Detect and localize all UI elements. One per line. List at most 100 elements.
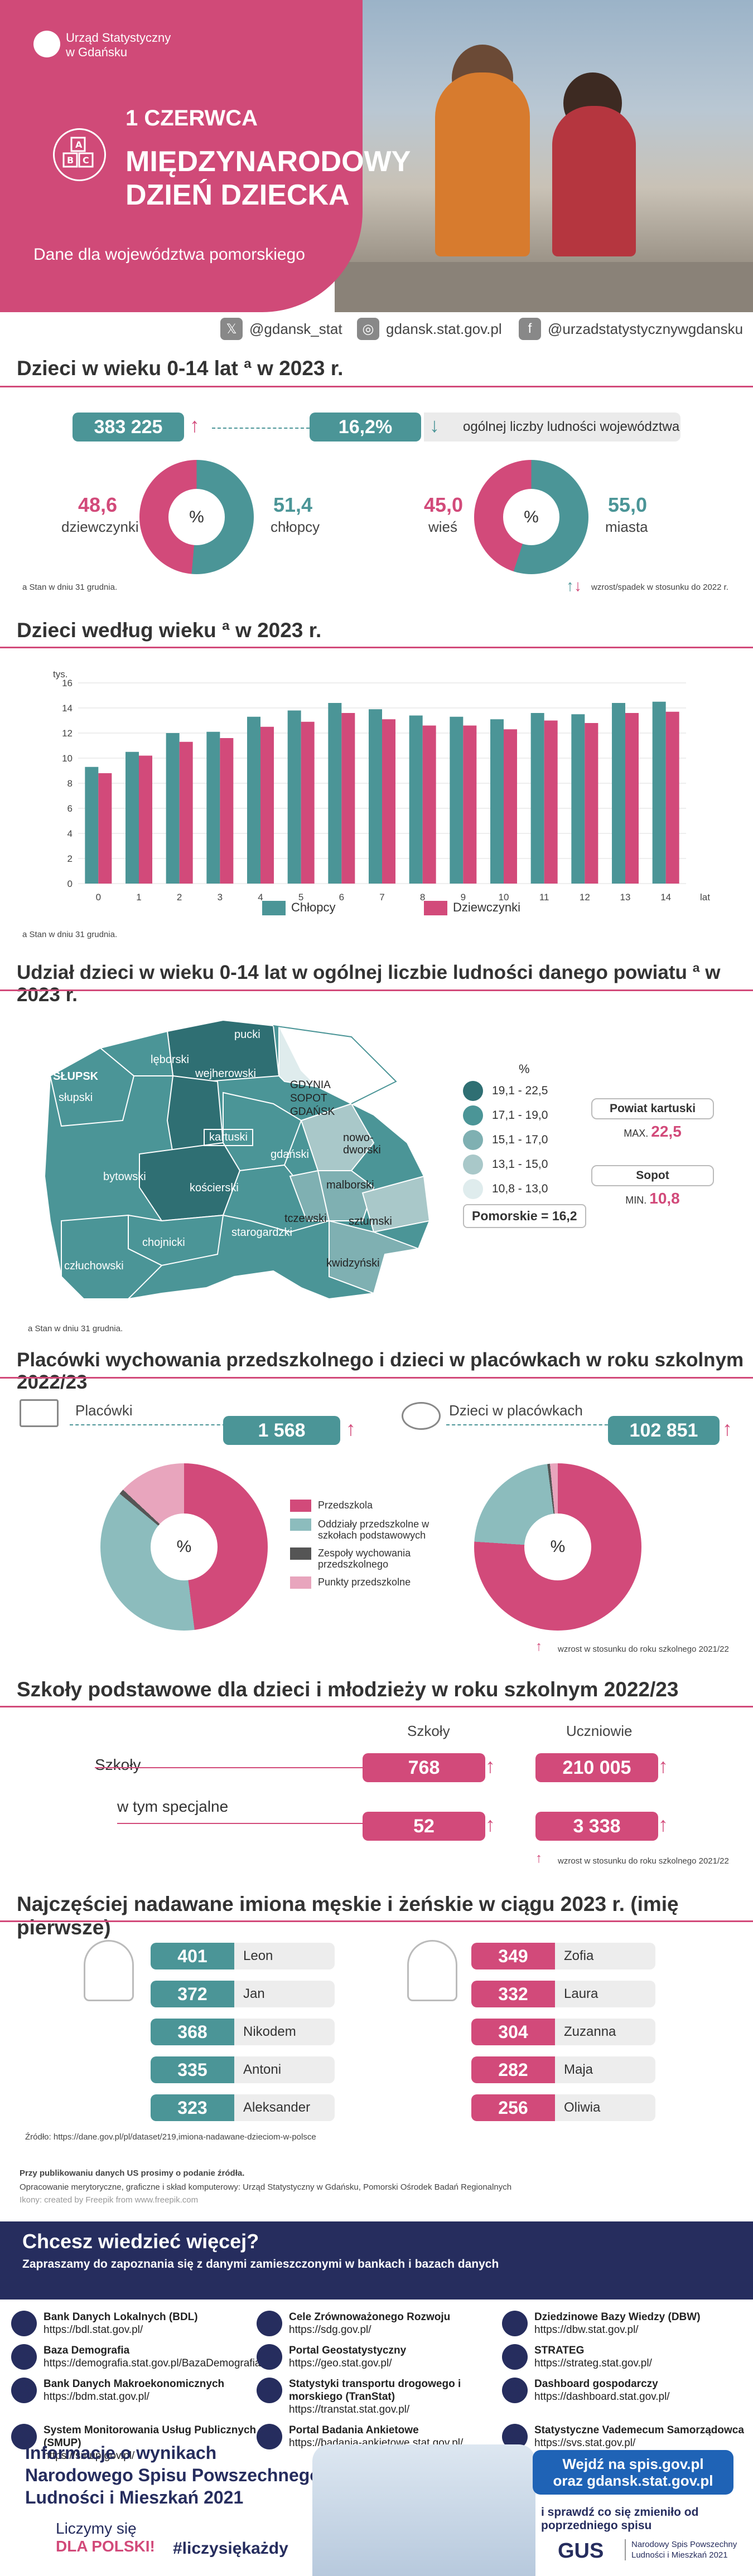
database-link[interactable]: Portal Geostatystyczny https://geo.stat.g…	[257, 2344, 502, 2370]
map-legend-item: 15,1 - 17,0	[463, 1128, 548, 1152]
database-link[interactable]: STRATEG https://strateg.stat.gov.pl/	[502, 2344, 747, 2370]
org-name: Urząd Statystyczny w Gdańsku	[66, 31, 171, 59]
database-link[interactable]: Bank Danych Makroekonomicznych https://bd…	[11, 2378, 257, 2416]
footer-note: Przy publikowaniu danych US prosimy o po…	[20, 2169, 245, 2178]
footnote: a Stan w dniu 31 grudnia.	[22, 930, 118, 939]
footnote: a Stan w dniu 31 grudnia.	[28, 1324, 123, 1333]
bar-girls	[665, 711, 679, 884]
web-link[interactable]: ◎ gdansk.stat.gov.pl	[357, 318, 502, 340]
arrow-legend: wzrost w stosunku do roku szkolnego 2021…	[558, 1644, 729, 1654]
source: Źródło: https://dane.gov.pl/pl/dataset/2…	[25, 2132, 316, 2142]
gender-donut-center: %	[168, 489, 225, 545]
date-title: 1 CZERWCA	[126, 106, 258, 130]
preschool-legend-item: Oddziały przedszkolne w szkołach podstaw…	[290, 1519, 457, 1541]
database-link[interactable]: Cele Zrównoważonego Rozwoju https://sdg.g…	[257, 2311, 502, 2336]
preschool-legend: Przedszkola Oddziały przedszkolne w szkoł…	[290, 1500, 457, 1595]
up-arrow-icon: ↑	[485, 1813, 495, 1836]
rural-label: wieś	[428, 518, 458, 535]
legend-swatch	[463, 1130, 483, 1150]
name-label: Leon	[234, 1943, 335, 1969]
legend-swatch	[463, 1081, 483, 1101]
name-label: Zofia	[555, 1943, 655, 1969]
database-link[interactable]: Baza Demografia https://demografia.stat.g…	[11, 2344, 264, 2370]
up-arrow-icon: ↑	[485, 1754, 495, 1777]
connector	[70, 1424, 231, 1425]
name-count: 368	[151, 2019, 234, 2045]
rural-pct: 45,0	[424, 493, 464, 516]
database-link[interactable]: Bank Danych Lokalnych (BDL) https://bdl.s…	[11, 2311, 257, 2336]
name-row: 368 Nikodem	[151, 2019, 335, 2045]
places-donut-center: %	[151, 1513, 218, 1580]
bar-boys	[126, 751, 139, 884]
name-count: 335	[151, 2056, 234, 2083]
name-row: 282 Maja	[471, 2056, 655, 2083]
up-arrow-icon: ↑	[658, 1754, 668, 1777]
twitter-link[interactable]: 𝕏 @gdansk_stat	[220, 318, 342, 340]
section-title-preschool: Placówki wychowania przedszkolnego i dzi…	[17, 1349, 744, 1393]
x-tick-label: 0	[96, 892, 101, 903]
region-kartuski: kartuski	[204, 1129, 253, 1146]
bar-boys	[287, 710, 301, 884]
x-tick-label: 2	[177, 892, 182, 903]
building-icon	[20, 1399, 59, 1427]
x-tick-label: 12	[580, 892, 590, 903]
up-down-arrow-icon: ↑↓	[566, 577, 582, 594]
database-link[interactable]: Statystyki transportu drogowego i morski…	[257, 2378, 502, 2416]
region-gdanski: gdański	[271, 1148, 309, 1161]
col-students: Uczniowie	[566, 1723, 633, 1739]
section-title-schools: Szkoły podstawowe dla dzieci i młodzieży…	[17, 1678, 679, 1701]
urban-pct: 55,0	[608, 493, 648, 516]
legend-swatch	[463, 1105, 483, 1126]
census-link[interactable]: Wejdź na spis.gov.pl oraz gdansk.stat.gov…	[533, 2450, 733, 2495]
child-girl	[552, 106, 636, 256]
x-tick-label: 1	[136, 892, 141, 903]
bar-boys	[328, 703, 342, 884]
x-icon: 𝕏	[220, 318, 243, 340]
bar-boys	[247, 716, 260, 884]
x-tick-label: 11	[539, 892, 549, 903]
bar-boys	[206, 731, 220, 884]
bar-boys	[571, 714, 585, 884]
legend-swatch	[290, 1576, 311, 1589]
census-info: Informacje o wynikach Narodowego Spisu Po…	[25, 2443, 321, 2507]
svg-text:B: B	[67, 155, 74, 166]
footnote: a Stan w dniu 31 grudnia.	[22, 583, 118, 592]
name-label: Oliwia	[555, 2094, 655, 2121]
name-count: 401	[151, 1943, 234, 1969]
hashtag: #liczysiękażdy	[173, 2539, 288, 2558]
legend-swatch	[262, 901, 286, 916]
map-legend-title: %	[519, 1062, 530, 1076]
bar-boys	[166, 733, 180, 884]
page-title: MIĘDZYNARODOWY DZIEŃ DZIECKA	[126, 145, 411, 211]
region-nowodworski: nowo-dworski	[343, 1132, 381, 1156]
more-subtitle: Zapraszamy do zapoznania się z danymi za…	[22, 2258, 499, 2271]
x-unit: lat	[700, 892, 710, 903]
legend-boys: Chłopcy	[262, 900, 335, 916]
name-count: 332	[471, 1981, 555, 2007]
connector	[117, 1823, 363, 1824]
pomorskie-map	[44, 1019, 431, 1300]
row-special: w tym specjalne	[117, 1798, 229, 1815]
preschool-legend-item: Zespoły wychowania przedszkolnego	[290, 1547, 457, 1570]
divider	[0, 989, 753, 991]
region-sztumski: sztumski	[349, 1215, 392, 1228]
up-arrow-icon: ↑	[346, 1417, 356, 1440]
up-arrow-icon: ↑	[535, 1851, 542, 1866]
bar-girls	[625, 713, 639, 884]
database-link[interactable]: Dziedzinowe Bazy Wiedzy (DBW) https://dbw…	[502, 2311, 747, 2336]
schools-count: 768	[363, 1753, 485, 1782]
bar-girls	[98, 773, 112, 884]
urban-label: miasta	[605, 518, 648, 535]
region-tricity: GDYNIA SOPOT GDAŃSK	[290, 1079, 335, 1118]
name-row: 372 Jan	[151, 1981, 335, 2007]
region-koscierski: kościerski	[190, 1182, 239, 1194]
name-label: Maja	[555, 2056, 655, 2083]
boy-names-list: 401 Leon 372 Jan 368 Nikodem 335 Antoni 323 Aleks…	[151, 1943, 335, 2132]
places-label: Placówki	[75, 1402, 133, 1419]
database-link[interactable]: Dashboard gospodarczy https://dashboard.s…	[502, 2378, 747, 2416]
section-title-age: Dzieci według wieku ª w 2023 r.	[17, 619, 322, 642]
database-icon	[11, 2344, 37, 2370]
facebook-link[interactable]: f @urzadstatystycznywgdansku	[519, 318, 743, 340]
family-photo	[312, 2444, 535, 2576]
database-link[interactable]: System Monitorowania Usług Publicznych (…	[11, 2424, 257, 2462]
